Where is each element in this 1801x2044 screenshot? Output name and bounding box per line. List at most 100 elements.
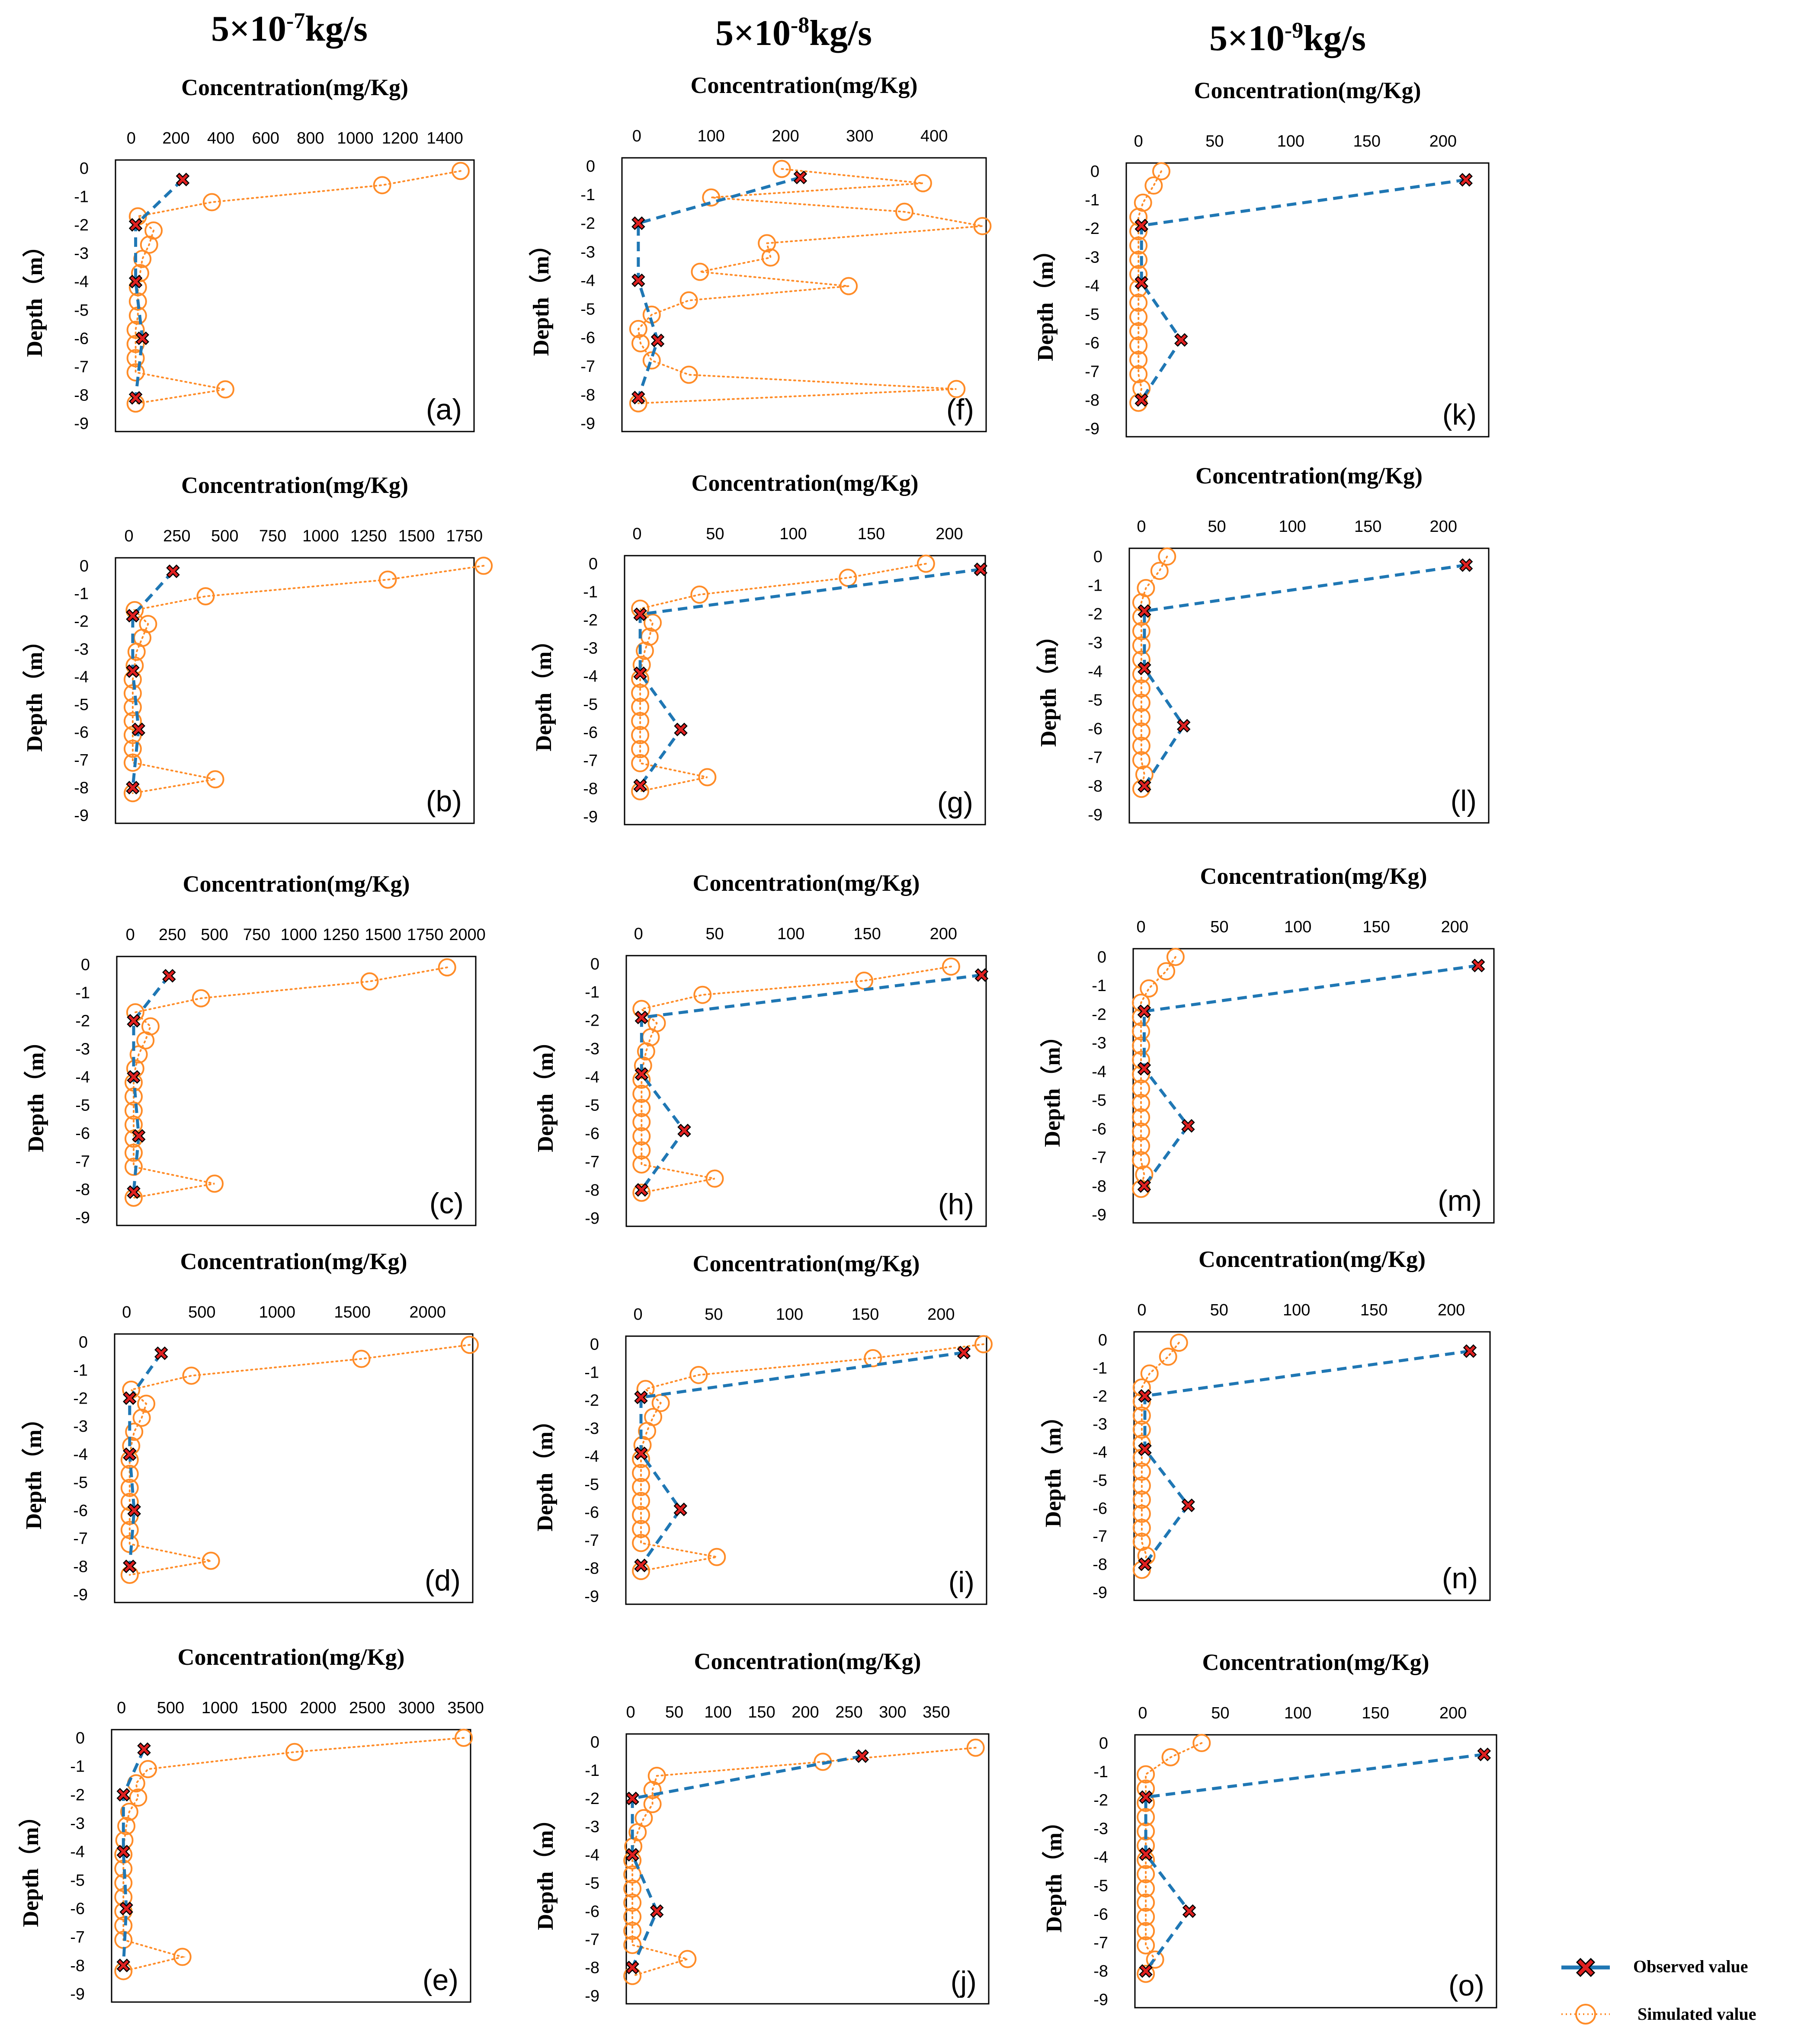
y-tick-label: 0: [1090, 163, 1099, 181]
y-tick-label: -9: [1085, 420, 1099, 438]
y-tick-label: -2: [585, 1790, 599, 1808]
y-tick-label: -3: [585, 1818, 599, 1836]
y-tick-label: -7: [585, 1153, 599, 1171]
y-axis-label: Depth（m）: [1036, 624, 1061, 747]
observed-point: [137, 1742, 151, 1756]
x-tick-label: 2000: [449, 926, 486, 944]
x-tick-label: 1500: [365, 926, 401, 944]
x-tick-label: 150: [1362, 918, 1390, 936]
observed-point: [128, 275, 143, 288]
panel-label: (h): [938, 1188, 974, 1221]
simulated-point: [1132, 636, 1150, 655]
panel-b: Concentration(mg/Kg) 0 250 500 750 1000 1250 15…: [22, 472, 493, 825]
x-tick-label: 0: [117, 1699, 126, 1717]
y-tick-label: -8: [580, 386, 595, 404]
simulated-point: [632, 1534, 651, 1552]
observed-point: [634, 1390, 648, 1404]
observed-point: [166, 564, 180, 578]
simulated-point: [1132, 1519, 1151, 1537]
plot-frame: [115, 557, 475, 824]
observed-point: [633, 666, 647, 680]
simulated-point: [705, 1169, 724, 1188]
y-tick-label: -3: [74, 640, 89, 659]
y-tick-label: -9: [585, 1209, 599, 1228]
simulated-point: [1137, 1808, 1155, 1826]
simulated-point: [966, 1738, 985, 1757]
simulated-point: [623, 1935, 642, 1954]
observed-point: [1138, 779, 1151, 793]
simulated-point: [917, 554, 935, 573]
simulated-point: [632, 1155, 651, 1174]
simulated-point: [1129, 365, 1148, 384]
observed-point: [1459, 558, 1473, 572]
simulated-point: [864, 1349, 882, 1367]
x-tick-label: 50: [705, 1305, 723, 1324]
simulated-point: [632, 1519, 651, 1538]
observed-point: [162, 969, 176, 983]
observed-line: [1143, 563, 1467, 787]
y-axis-label: Depth（m）: [22, 234, 47, 357]
y-tick-label: -6: [74, 723, 89, 742]
y-tick-label: -6: [585, 1903, 599, 1921]
y-tick-label: -9: [73, 1586, 88, 1604]
simulated-point: [623, 1907, 642, 1926]
y-tick-label: -2: [75, 1012, 90, 1030]
simulated-point: [114, 1916, 133, 1935]
title-base: 5×10: [715, 13, 791, 53]
simulated-point: [642, 351, 661, 370]
simulated-point: [631, 334, 650, 352]
x-tick-label: 1500: [398, 527, 435, 545]
x-tick-label: 2500: [349, 1699, 386, 1717]
observed-line: [640, 973, 982, 1191]
y-tick-label: -1: [584, 1363, 599, 1382]
y-tick-label: -1: [1092, 977, 1106, 995]
y-tick-label: -1: [1088, 576, 1102, 595]
simulated-point: [1161, 1748, 1180, 1766]
observed-point: [635, 1011, 649, 1024]
y-tick-label: -2: [584, 1391, 599, 1410]
title-exponent: -9: [1284, 18, 1304, 43]
simulated-point: [124, 1158, 143, 1176]
y-tick-label: 0: [76, 1729, 85, 1747]
simulated-point: [378, 570, 397, 589]
y-axis-label: Depth（m）: [533, 1030, 558, 1152]
simulated-line: [638, 563, 927, 792]
x-tick-label: 0: [124, 527, 133, 545]
simulated-point: [1137, 1922, 1155, 1940]
x-tick-label: 150: [1353, 132, 1381, 150]
observed-point: [131, 723, 145, 736]
observed-point: [1182, 1904, 1196, 1918]
y-tick-label: 0: [81, 956, 90, 974]
y-tick-label: -6: [74, 329, 89, 348]
y-tick-label: -5: [73, 1474, 88, 1492]
simulated-point: [126, 335, 145, 353]
y-tick-label: -1: [75, 984, 90, 1002]
simulated-point: [120, 1493, 139, 1511]
simulated-point: [139, 1760, 157, 1779]
x-tick-label: 200: [772, 127, 799, 145]
x-tick-label: 100: [704, 1703, 731, 1721]
y-tick-label: -9: [1088, 806, 1102, 824]
simulated-point: [631, 754, 650, 772]
simulated-point: [631, 740, 650, 758]
simulated-point: [1132, 622, 1150, 640]
y-tick-label: -9: [583, 808, 598, 826]
x-tick-label: 200: [1430, 518, 1457, 536]
y-tick-label: -4: [1093, 1443, 1107, 1462]
y-tick-label: -1: [74, 188, 89, 206]
x-tick-label: 50: [1210, 1301, 1228, 1319]
x-tick-label: 200: [927, 1305, 955, 1324]
y-tick-label: 0: [590, 1336, 599, 1354]
plot-frame: [111, 1729, 471, 2003]
y-tick-label: -1: [1085, 191, 1099, 209]
observed-line: [1140, 178, 1466, 401]
observed-point: [651, 333, 665, 348]
observed-point: [1139, 1964, 1153, 1978]
x-tick-label: 0: [1138, 1704, 1147, 1722]
panel-label: (f): [946, 393, 974, 426]
y-tick-label: -8: [585, 1181, 599, 1200]
simulated-point: [708, 1548, 726, 1566]
simulated-point: [123, 739, 142, 758]
simulated-point: [1129, 236, 1148, 255]
y-tick-label: -4: [1085, 277, 1099, 295]
